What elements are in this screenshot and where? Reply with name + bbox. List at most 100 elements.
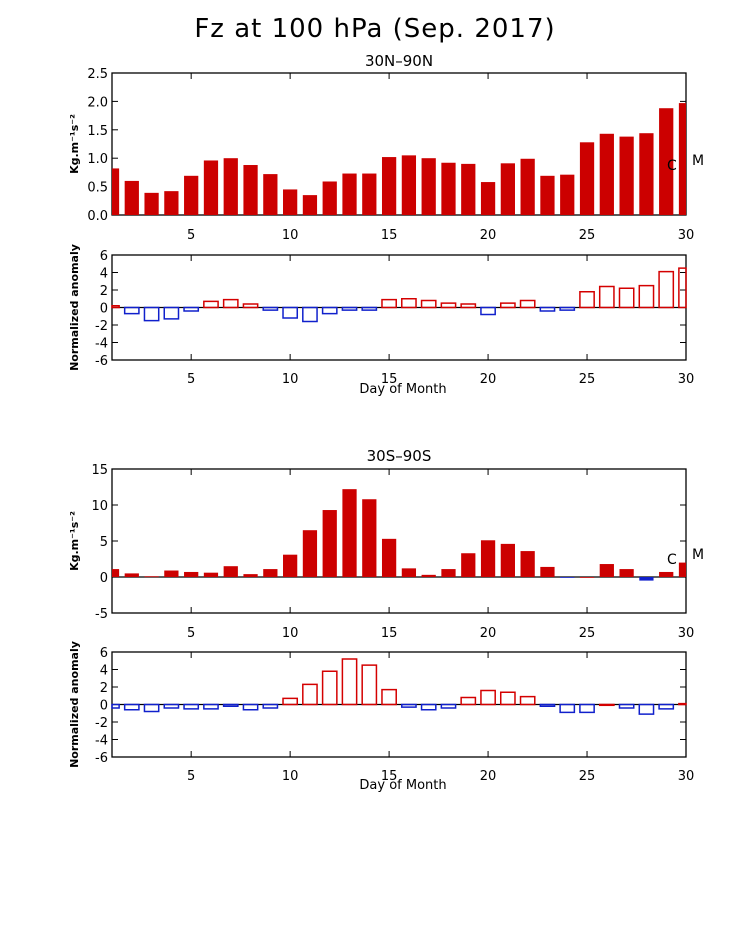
- y-tick-label: 4: [100, 267, 108, 282]
- x-axis-label: Day of Month: [359, 382, 446, 397]
- bar: [638, 703, 655, 715]
- y-tick-label: -6: [95, 354, 108, 369]
- bar: [242, 703, 259, 711]
- bar: [302, 683, 318, 706]
- y-tick-label: 10: [91, 499, 108, 514]
- bar: [440, 703, 457, 709]
- bar: [243, 574, 258, 577]
- bar: [164, 570, 179, 577]
- bar: [184, 175, 199, 215]
- bar: [480, 689, 496, 706]
- panel-title: 30S–90S: [367, 447, 432, 465]
- x-tick-label: 20: [480, 769, 497, 784]
- x-tick-label: 15: [381, 769, 398, 784]
- bar: [341, 658, 358, 706]
- bar: [381, 157, 397, 215]
- bar: [421, 574, 436, 577]
- bar: [203, 160, 219, 215]
- bar: [441, 569, 456, 577]
- bar: [579, 291, 595, 309]
- bar: [540, 566, 555, 577]
- bar: [441, 162, 456, 215]
- y-axis-label: Kg.m⁻¹s⁻²: [68, 114, 81, 174]
- bar: [243, 165, 258, 215]
- x-tick-label: 20: [480, 228, 497, 243]
- bar: [263, 569, 278, 577]
- bar: [618, 287, 635, 309]
- bar: [678, 267, 687, 309]
- bar: [341, 306, 358, 311]
- bar: [381, 688, 397, 706]
- x-tick-label: 10: [282, 626, 299, 641]
- bar: [223, 158, 238, 215]
- x-tick-label: 20: [480, 626, 497, 641]
- bar: [520, 158, 535, 215]
- y-tick-label: 0.5: [87, 181, 108, 196]
- bar: [618, 703, 635, 709]
- bar: [619, 136, 634, 215]
- marker-c: C: [667, 552, 677, 568]
- bar: [124, 573, 139, 577]
- bar: [262, 703, 279, 709]
- bar: [499, 302, 516, 309]
- y-tick-label: 2.0: [87, 95, 108, 110]
- bar: [163, 306, 180, 320]
- bar: [560, 174, 575, 215]
- y-axis-label: Normalized anomaly: [68, 641, 81, 768]
- bar: [401, 298, 417, 309]
- x-tick-label: 15: [381, 372, 398, 387]
- y-tick-label: 0.0: [87, 209, 108, 224]
- bar: [539, 306, 556, 312]
- x-tick-label: 25: [579, 769, 596, 784]
- bar: [598, 703, 615, 707]
- bar: [242, 303, 259, 309]
- x-axis-label: Day of Month: [359, 778, 446, 793]
- bar: [678, 702, 687, 706]
- bar: [420, 703, 437, 711]
- y-tick-label: 5: [100, 535, 108, 550]
- bar: [302, 195, 318, 215]
- bar: [282, 306, 299, 319]
- bar: [599, 133, 614, 215]
- bar: [401, 155, 417, 215]
- y-tick-label: -2: [95, 716, 108, 731]
- bar: [540, 175, 555, 215]
- x-tick-label: 15: [381, 626, 398, 641]
- x-tick-label: 5: [187, 769, 195, 784]
- y-tick-label: -4: [95, 337, 108, 352]
- bar: [401, 703, 417, 708]
- bar: [143, 306, 160, 322]
- bar: [362, 173, 377, 215]
- bar: [283, 554, 298, 577]
- bar: [321, 670, 338, 706]
- bar: [262, 306, 279, 311]
- y-tick-label: -5: [95, 607, 108, 622]
- x-tick-label: 10: [282, 372, 299, 387]
- bar: [123, 306, 140, 315]
- y-tick-label: 1.0: [87, 152, 108, 167]
- bar: [203, 300, 219, 309]
- x-tick-label: 25: [579, 372, 596, 387]
- y-axis-label: Kg.m⁻¹s⁻²: [68, 511, 81, 571]
- marker-m: M: [692, 153, 704, 169]
- panel-title: 30N–90N: [365, 52, 433, 70]
- bar: [560, 577, 575, 578]
- bar: [322, 181, 337, 215]
- bar: [520, 551, 535, 577]
- bar: [183, 703, 200, 710]
- bar: [480, 540, 496, 577]
- bar: [112, 168, 120, 215]
- bar: [500, 163, 515, 215]
- bar: [222, 298, 239, 309]
- bar: [598, 285, 615, 309]
- bar: [579, 703, 595, 714]
- x-tick-label: 30: [678, 372, 695, 387]
- bar: [164, 191, 179, 215]
- y-tick-label: 15: [91, 463, 108, 478]
- x-tick-label: 10: [282, 228, 299, 243]
- bar: [143, 703, 160, 713]
- figure-title: Fz at 100 hPa (Sep. 2017): [194, 14, 556, 44]
- bar: [283, 189, 298, 215]
- bar: [519, 299, 536, 309]
- bar: [112, 569, 120, 577]
